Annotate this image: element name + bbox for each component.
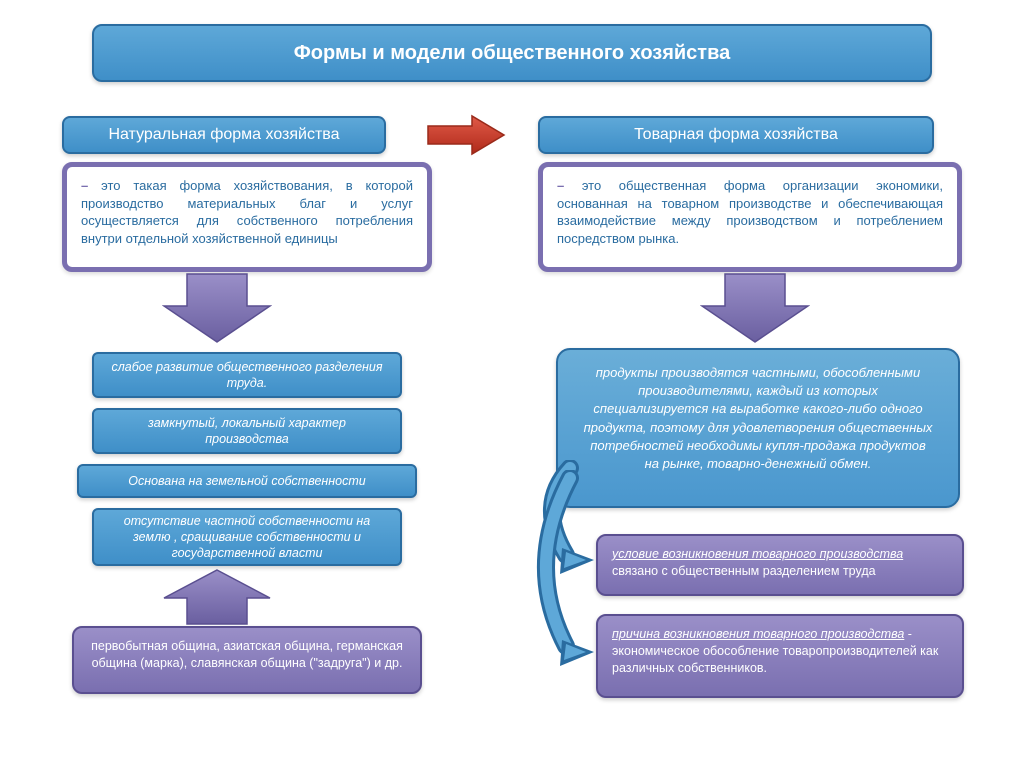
characteristic-4: отсутствие частной собственности на земл… bbox=[92, 508, 402, 566]
purple-down-arrow-icon bbox=[162, 272, 272, 344]
examples-box: первобытная община, азиатская община, ге… bbox=[72, 626, 422, 694]
left-definition-text: это такая форма хозяйствования, в которо… bbox=[81, 178, 413, 246]
dash: – bbox=[81, 178, 88, 193]
right-column-header: Товарная форма хозяйства bbox=[538, 116, 934, 154]
characteristic-3: Основана на земельной собственности bbox=[77, 464, 417, 498]
reason-underlined: причина возникновения товарного производ… bbox=[612, 627, 904, 641]
condition-underlined: условие возникновения товарного производ… bbox=[612, 547, 903, 561]
characteristic-2: замкнутый, локальный характер производст… bbox=[92, 408, 402, 454]
right-definition: – это общественная форма организации эко… bbox=[538, 162, 962, 272]
condition-rest: связано с общественным разделением труда bbox=[612, 564, 876, 578]
left-definition: – это такая форма хозяйствования, в кото… bbox=[62, 162, 432, 272]
purple-down-arrow-icon bbox=[700, 272, 810, 344]
right-definition-text: это общественная форма организации эконо… bbox=[557, 178, 943, 246]
reason-box: причина возникновения товарного производ… bbox=[596, 614, 964, 698]
left-column-header: Натуральная форма хозяйства bbox=[62, 116, 386, 154]
right-rounded-description: продукты производятся частными, обособле… bbox=[556, 348, 960, 508]
main-title: Формы и модели общественного хозяйства bbox=[92, 24, 932, 82]
condition-box: условие возникновения товарного производ… bbox=[596, 534, 964, 596]
purple-up-arrow-icon bbox=[162, 568, 272, 626]
dash: – bbox=[557, 178, 564, 193]
red-right-arrow-icon bbox=[420, 114, 510, 156]
characteristic-1: слабое развитие общественного разделения… bbox=[92, 352, 402, 398]
